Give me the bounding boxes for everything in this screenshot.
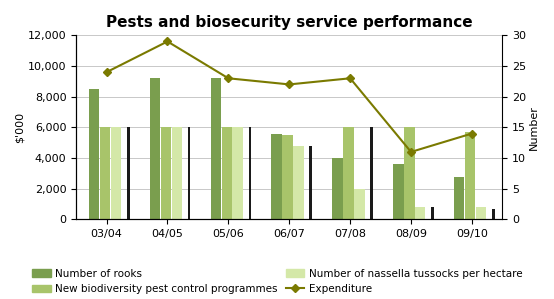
- Bar: [89, 89, 99, 219]
- Bar: [476, 207, 486, 219]
- Bar: [431, 207, 434, 219]
- Bar: [310, 146, 312, 219]
- Bar: [271, 134, 282, 219]
- Bar: [343, 127, 353, 219]
- Y-axis label: $'000: $'000: [15, 112, 25, 143]
- Bar: [249, 127, 252, 219]
- Bar: [283, 135, 293, 219]
- Legend: Number of rooks, New biodiversity pest control programmes, Number of nassella tu: Number of rooks, New biodiversity pest c…: [32, 269, 522, 294]
- Bar: [294, 146, 304, 219]
- Bar: [371, 127, 373, 219]
- Bar: [222, 127, 232, 219]
- Bar: [454, 177, 464, 219]
- Bar: [393, 164, 403, 219]
- Bar: [354, 189, 365, 219]
- Bar: [150, 78, 160, 219]
- Title: Pests and biosecurity service performance: Pests and biosecurity service performanc…: [106, 15, 473, 30]
- Bar: [492, 209, 495, 219]
- Bar: [127, 127, 130, 219]
- Bar: [172, 127, 182, 219]
- Bar: [161, 127, 171, 219]
- Bar: [100, 127, 110, 219]
- Bar: [404, 127, 414, 219]
- Bar: [415, 207, 425, 219]
- Bar: [233, 127, 243, 219]
- Bar: [465, 132, 475, 219]
- Bar: [211, 78, 221, 219]
- Bar: [188, 127, 191, 219]
- Bar: [332, 158, 343, 219]
- Bar: [111, 127, 121, 219]
- Y-axis label: Number: Number: [529, 105, 539, 150]
